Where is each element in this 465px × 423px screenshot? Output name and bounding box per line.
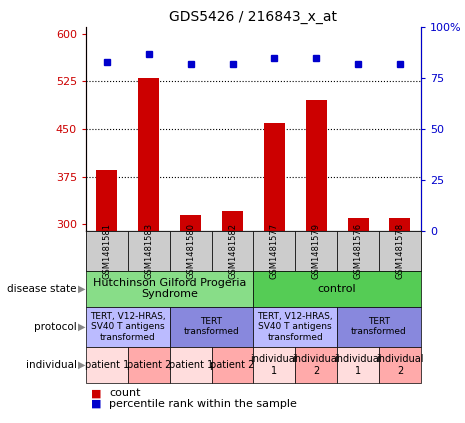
Text: GSM1481578: GSM1481578 [395,222,405,279]
Text: TERT, V12-HRAS,
SV40 T antigens
transformed: TERT, V12-HRAS, SV40 T antigens transfor… [258,312,333,342]
Text: ▶: ▶ [78,284,86,294]
Text: TERT, V12-HRAS,
SV40 T antigens
transformed: TERT, V12-HRAS, SV40 T antigens transfor… [90,312,166,342]
Bar [96,170,117,231]
Text: Hutchinson Gilford Progeria
Syndrome: Hutchinson Gilford Progeria Syndrome [93,278,246,299]
Text: protocol: protocol [34,322,77,332]
Bar [222,212,243,231]
Text: patient 1: patient 1 [85,360,129,370]
Bar [264,123,285,231]
Title: GDS5426 / 216843_x_at: GDS5426 / 216843_x_at [169,10,338,24]
Text: patient 1: patient 1 [168,360,213,370]
Text: GSM1481577: GSM1481577 [270,222,279,279]
Text: percentile rank within the sample: percentile rank within the sample [109,399,297,409]
Text: disease state: disease state [7,284,77,294]
Text: ■: ■ [91,388,101,398]
Text: patient 2: patient 2 [210,360,255,370]
Text: GSM1481581: GSM1481581 [102,222,112,279]
Text: individual
2: individual 2 [292,354,340,376]
Text: TERT
transformed: TERT transformed [184,317,239,336]
Text: patient 2: patient 2 [126,360,171,370]
Text: individual
2: individual 2 [376,354,424,376]
Bar [306,101,326,231]
Text: control: control [318,284,357,294]
Bar [347,218,368,231]
Text: individual
1: individual 1 [251,354,298,376]
Text: ▶: ▶ [78,360,86,370]
Text: GSM1481579: GSM1481579 [312,222,321,279]
Text: individual
1: individual 1 [334,354,382,376]
Text: GSM1481582: GSM1481582 [228,222,237,279]
Text: TERT
transformed: TERT transformed [351,317,407,336]
Bar [389,218,410,231]
Bar [138,78,159,231]
Text: GSM1481576: GSM1481576 [353,222,363,279]
Text: GSM1481580: GSM1481580 [186,222,195,279]
Text: count: count [109,388,141,398]
Text: ▶: ▶ [78,322,86,332]
Text: GSM1481583: GSM1481583 [144,222,153,279]
Text: individual: individual [26,360,77,370]
Text: ■: ■ [91,399,101,409]
Bar [180,215,201,231]
